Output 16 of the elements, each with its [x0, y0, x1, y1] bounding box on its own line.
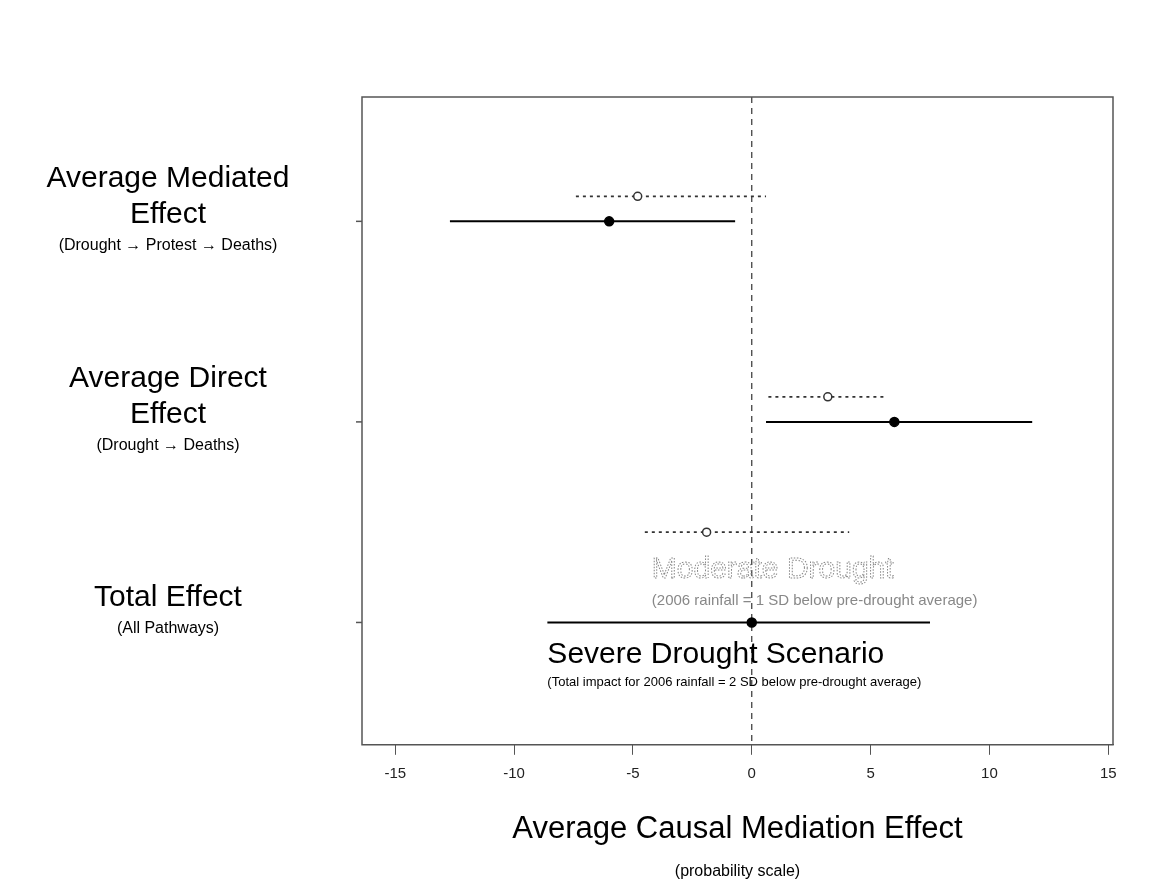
series-label: Moderate Drought [651, 551, 895, 585]
x-tick-label: -5 [626, 763, 640, 781]
x-tick-label: 15 [1099, 763, 1117, 781]
x-tick-label: 5 [866, 763, 875, 781]
y-tick-label: Total Effect (All Pathways) [94, 578, 243, 636]
x-tick-label: 10 [981, 763, 998, 781]
text: (probability scale) [674, 862, 801, 879]
series-label: Severe Drought Scenario [547, 636, 885, 670]
annotation: (Total impact for 2006 rainfall = 2 SD below pre-drought average) [547, 674, 922, 690]
y-tick-label: Average Mediated Effect (Drought → Protest → Deaths) [46, 159, 290, 253]
x-axis-title: Average Causal Mediation Effect [512, 809, 964, 845]
annotation: (2006 rainfall = 1 SD below pre-drought average) [651, 591, 978, 609]
x-tick-label: -10 [503, 763, 525, 781]
x-tick-label: -15 [384, 763, 407, 781]
y-tick-label: Average Direct Effect (Drought → Deaths) [69, 360, 268, 454]
x-tick-label: 0 [747, 763, 756, 781]
